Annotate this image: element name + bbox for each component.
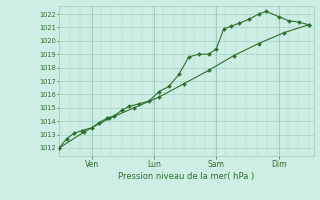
X-axis label: Pression niveau de la mer( hPa ): Pression niveau de la mer( hPa ): [118, 172, 254, 181]
